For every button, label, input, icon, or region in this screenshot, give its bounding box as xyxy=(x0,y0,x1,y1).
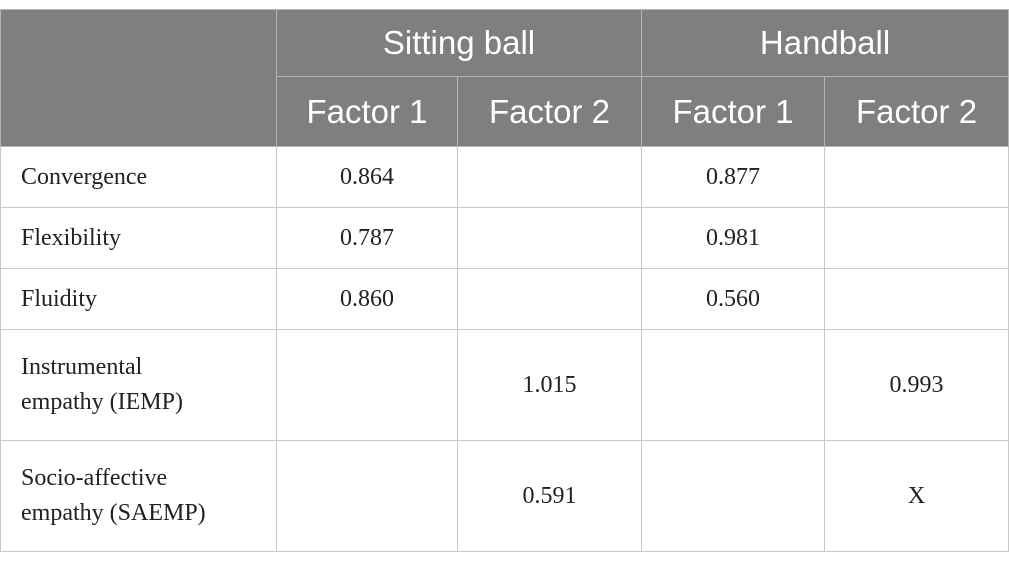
value-cell xyxy=(824,268,1009,330)
value-cell: 0.591 xyxy=(456,440,643,552)
value-cell: 0.877 xyxy=(641,146,826,208)
row-label: Instrumental empathy (IEMP) xyxy=(0,329,277,441)
value-cell xyxy=(276,440,458,552)
factor-header: Factor 1 xyxy=(641,76,826,147)
value-cell: 0.981 xyxy=(641,207,826,269)
value-cell: 0.864 xyxy=(276,146,458,208)
factor-header: Factor 1 xyxy=(276,76,458,147)
factor-header: Factor 2 xyxy=(456,76,643,147)
header-blank xyxy=(0,9,277,147)
table-row: Flexibility 0.787 0.981 xyxy=(0,207,1009,269)
group-header: Sitting ball xyxy=(275,9,643,77)
table-container: Sitting ball Handball Factor 1 Factor 2 … xyxy=(0,9,1009,552)
value-cell xyxy=(824,146,1009,208)
row-label: Socio-affective empathy (SAEMP) xyxy=(0,440,277,552)
value-cell xyxy=(824,207,1009,269)
loadings-table: Sitting ball Handball Factor 1 Factor 2 … xyxy=(0,9,1009,552)
table-row: Socio-affective empathy (SAEMP) 0.591 X xyxy=(0,440,1009,552)
row-label: Fluidity xyxy=(0,268,277,330)
value-cell: 0.560 xyxy=(641,268,826,330)
value-cell: 0.787 xyxy=(276,207,458,269)
value-cell xyxy=(456,207,643,269)
table-row: Fluidity 0.860 0.560 xyxy=(0,268,1009,330)
factor-header: Factor 2 xyxy=(824,76,1009,147)
table-row: Convergence 0.864 0.877 xyxy=(0,146,1009,208)
row-label: Flexibility xyxy=(0,207,277,269)
table-row: Instrumental empathy (IEMP) 1.015 0.993 xyxy=(0,329,1009,441)
value-cell xyxy=(276,329,458,441)
header-row: Factor 1 Factor 2 Factor 1 Factor 2 xyxy=(1,76,1009,147)
value-cell xyxy=(641,440,826,552)
table-body: Convergence 0.864 0.877 Flexibility 0.787 0.9… xyxy=(0,146,1009,552)
group-header: Handball xyxy=(641,9,1009,77)
value-cell: 0.860 xyxy=(276,268,458,330)
value-cell: X xyxy=(824,440,1009,552)
value-cell xyxy=(456,268,643,330)
value-cell xyxy=(641,329,826,441)
value-cell xyxy=(456,146,643,208)
value-cell: 1.015 xyxy=(456,329,643,441)
value-cell: 0.993 xyxy=(824,329,1009,441)
row-label: Convergence xyxy=(0,146,277,208)
header-row: Sitting ball Handball xyxy=(0,9,1009,147)
